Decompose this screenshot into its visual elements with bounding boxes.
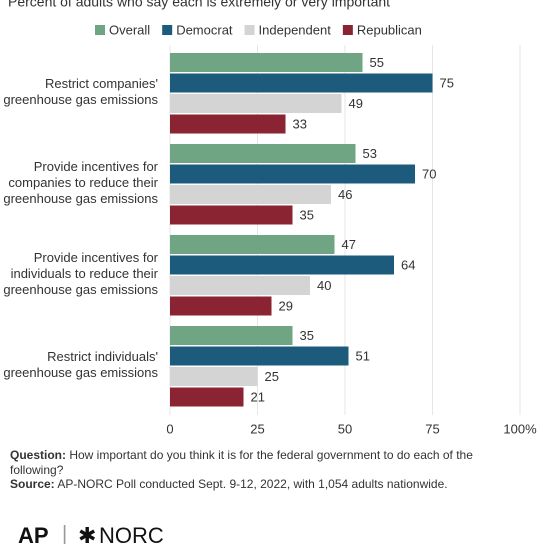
bar	[170, 296, 272, 316]
value-label: 70	[422, 166, 436, 181]
x-tick-label: 75	[425, 421, 439, 436]
value-label: 21	[251, 389, 265, 404]
legend-label: Democrat	[176, 22, 233, 37]
x-tick-label: 100%	[503, 421, 537, 436]
bar	[170, 367, 258, 386]
value-label: 53	[363, 146, 377, 161]
legend-swatch	[162, 25, 173, 35]
bar	[170, 235, 335, 254]
logo-divider: |	[62, 523, 68, 545]
bar	[170, 326, 293, 345]
bar	[170, 255, 394, 275]
legend-swatch	[244, 25, 255, 35]
legend-swatch	[342, 25, 353, 35]
legend-label: Overall	[109, 22, 150, 37]
category-label: Provide incentives for companies to redu…	[3, 159, 158, 206]
legend-label: Independent	[259, 22, 332, 37]
category-label: Restrict companies' greenhouse gas emiss…	[3, 76, 158, 107]
x-tick-label: 0	[166, 421, 173, 436]
bar	[170, 387, 244, 407]
question-label: Question:	[10, 448, 66, 462]
bar	[170, 185, 331, 204]
legend-swatch	[95, 25, 105, 35]
bar	[170, 73, 433, 93]
value-label: 64	[401, 257, 415, 272]
value-label: 55	[370, 55, 384, 70]
value-label: 47	[342, 237, 356, 252]
logo-ap: AP	[18, 523, 49, 548]
value-label: 75	[440, 75, 454, 90]
category-label: Restrict individuals' greenhouse gas emi…	[3, 349, 158, 380]
chart-subtitle: Percent of adults who say each is extrem…	[8, 0, 390, 10]
value-label: 29	[279, 298, 293, 313]
value-label: 46	[338, 187, 352, 202]
category-label: Provide incentives for individuals to re…	[3, 250, 158, 297]
value-label: 40	[317, 278, 331, 293]
source: AP-NORC Poll conducted Sept. 9-12, 2022,…	[57, 477, 448, 491]
value-label: 35	[300, 207, 314, 222]
bar	[170, 53, 363, 72]
bar	[170, 164, 415, 184]
logo-norc: NORC	[99, 523, 164, 548]
footnote: Question: How important do you think it …	[10, 448, 510, 492]
legend-label: Republican	[357, 22, 422, 37]
question: How important do you think it is for the…	[10, 448, 473, 477]
value-label: 25	[265, 369, 279, 384]
value-label: 33	[293, 116, 307, 131]
bar	[170, 205, 293, 225]
bar	[170, 114, 286, 134]
x-tick-label: 25	[250, 421, 264, 436]
bar	[170, 94, 342, 113]
source-label: Source:	[10, 477, 55, 491]
value-label: 49	[349, 96, 363, 111]
logo-norc-mark: ✱	[78, 523, 97, 548]
value-label: 35	[300, 328, 314, 343]
x-tick-label: 50	[338, 421, 352, 436]
bar	[170, 276, 310, 295]
value-label: 51	[356, 348, 370, 363]
bar	[170, 346, 349, 366]
bar	[170, 144, 356, 163]
